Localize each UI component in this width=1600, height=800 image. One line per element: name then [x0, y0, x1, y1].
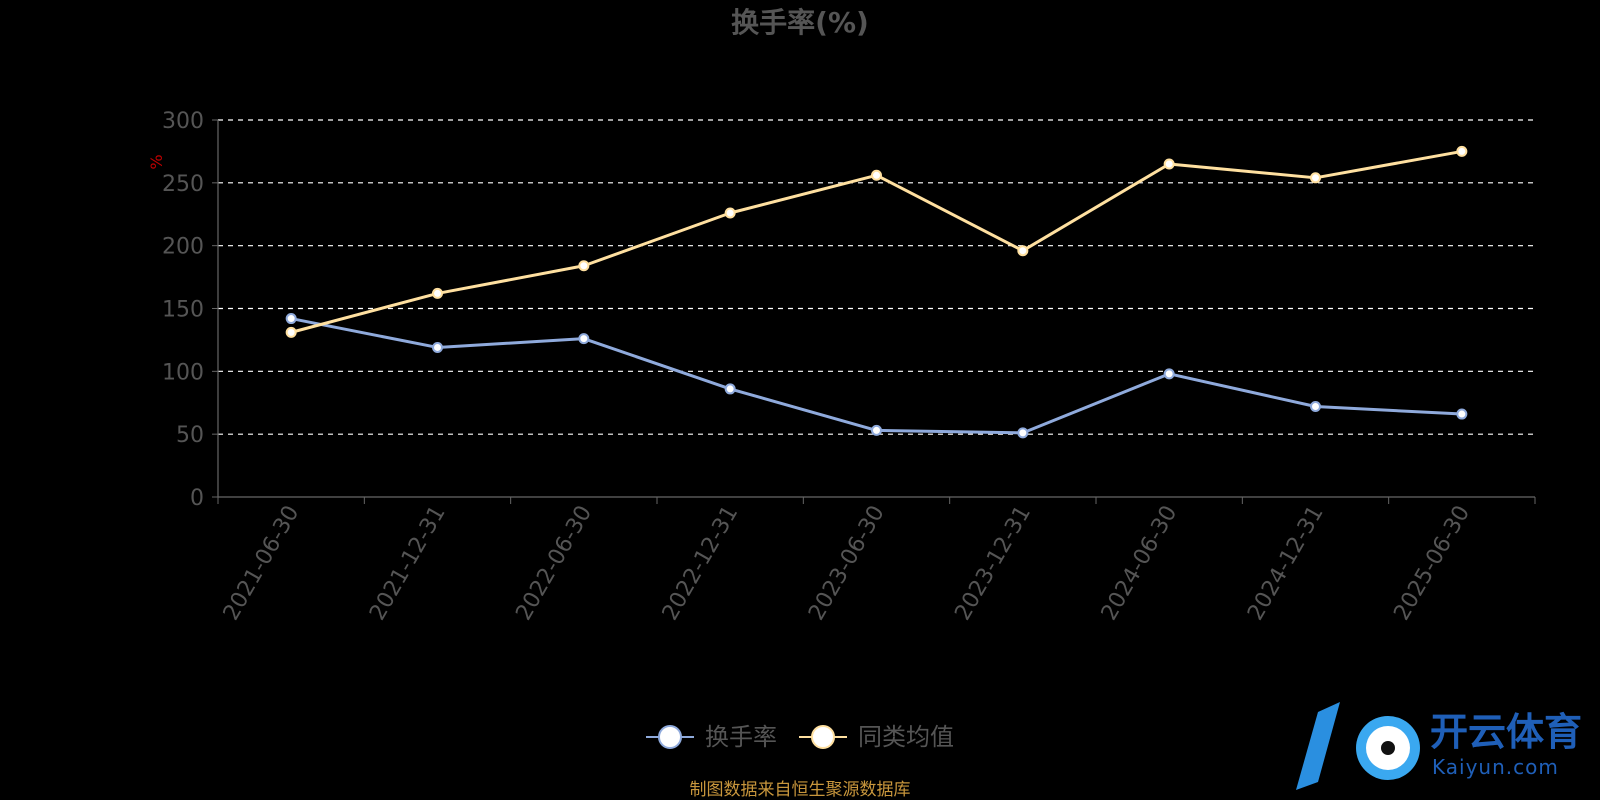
x-tick-label: 2024-06-30	[1097, 502, 1183, 625]
legend-item-peer-average[interactable]: 同类均值	[799, 723, 954, 751]
source-note: 制图数据来自恒生聚源数据库	[690, 780, 911, 800]
x-tick-label: 2025-06-30	[1389, 502, 1475, 625]
x-tick-label: 2021-12-31	[365, 502, 451, 625]
data-point[interactable]	[1456, 408, 1468, 420]
data-point[interactable]	[1163, 158, 1175, 170]
x-tick-label: 2021-06-30	[219, 502, 305, 625]
x-tick-label: 2023-06-30	[804, 502, 890, 625]
legend-marker-peer-average	[811, 725, 835, 749]
data-point[interactable]	[578, 333, 590, 345]
legend-label-turnover: 换手率	[705, 723, 777, 751]
data-point[interactable]	[871, 169, 882, 181]
x-tick-label: 2022-06-30	[511, 502, 597, 625]
data-point[interactable]	[285, 326, 297, 338]
legend-item-turnover[interactable]: 换手率	[646, 723, 777, 751]
series-layer	[285, 145, 1468, 439]
data-point[interactable]	[432, 287, 443, 299]
axes: 0 50 100 150 200 250 300 2021-06-30 2021-12-31 20…	[162, 109, 1536, 625]
y-tick-label: 50	[176, 423, 204, 448]
data-point[interactable]	[1310, 401, 1321, 413]
grid-lines	[218, 119, 1535, 435]
data-point[interactable]	[1456, 145, 1468, 157]
watermark-logo: 开云体育 Kaiyun.com	[1296, 702, 1582, 790]
data-point[interactable]	[285, 313, 297, 325]
y-tick-label: 150	[162, 298, 204, 323]
data-point[interactable]	[724, 383, 736, 395]
data-point[interactable]	[724, 207, 736, 219]
data-point[interactable]	[578, 260, 590, 272]
x-tick-label: 2022-12-31	[658, 502, 744, 625]
y-tick-label: 100	[162, 360, 204, 385]
logo-text-cn: 开云体育	[1430, 710, 1582, 754]
y-tick-label: 300	[162, 109, 204, 134]
y-tick-label: 0	[190, 486, 204, 511]
logo-k-shape	[1296, 702, 1340, 790]
legend: 换手率 同类均值	[646, 723, 954, 751]
legend-label-peer-average: 同类均值	[858, 723, 954, 751]
y-tick-label: 200	[162, 235, 204, 260]
logo-text-en: Kaiyun.com	[1432, 755, 1559, 779]
series-line	[290, 317, 1462, 435]
y-axis-unit: %	[147, 154, 166, 169]
x-tick-label: 2024-12-31	[1243, 502, 1329, 625]
data-point[interactable]	[1163, 368, 1175, 380]
series-turnover	[285, 313, 1468, 439]
legend-marker-turnover	[658, 725, 682, 749]
data-point[interactable]	[871, 424, 882, 436]
series-peer-average	[285, 145, 1468, 338]
chart-title: 换手率(%)	[731, 6, 869, 39]
data-point[interactable]	[432, 341, 443, 353]
y-tick-label: 250	[162, 172, 204, 197]
data-point[interactable]	[1017, 245, 1029, 257]
data-point[interactable]	[1310, 172, 1321, 184]
x-tick-label: 2023-12-31	[950, 502, 1036, 625]
data-point[interactable]	[1017, 427, 1029, 439]
